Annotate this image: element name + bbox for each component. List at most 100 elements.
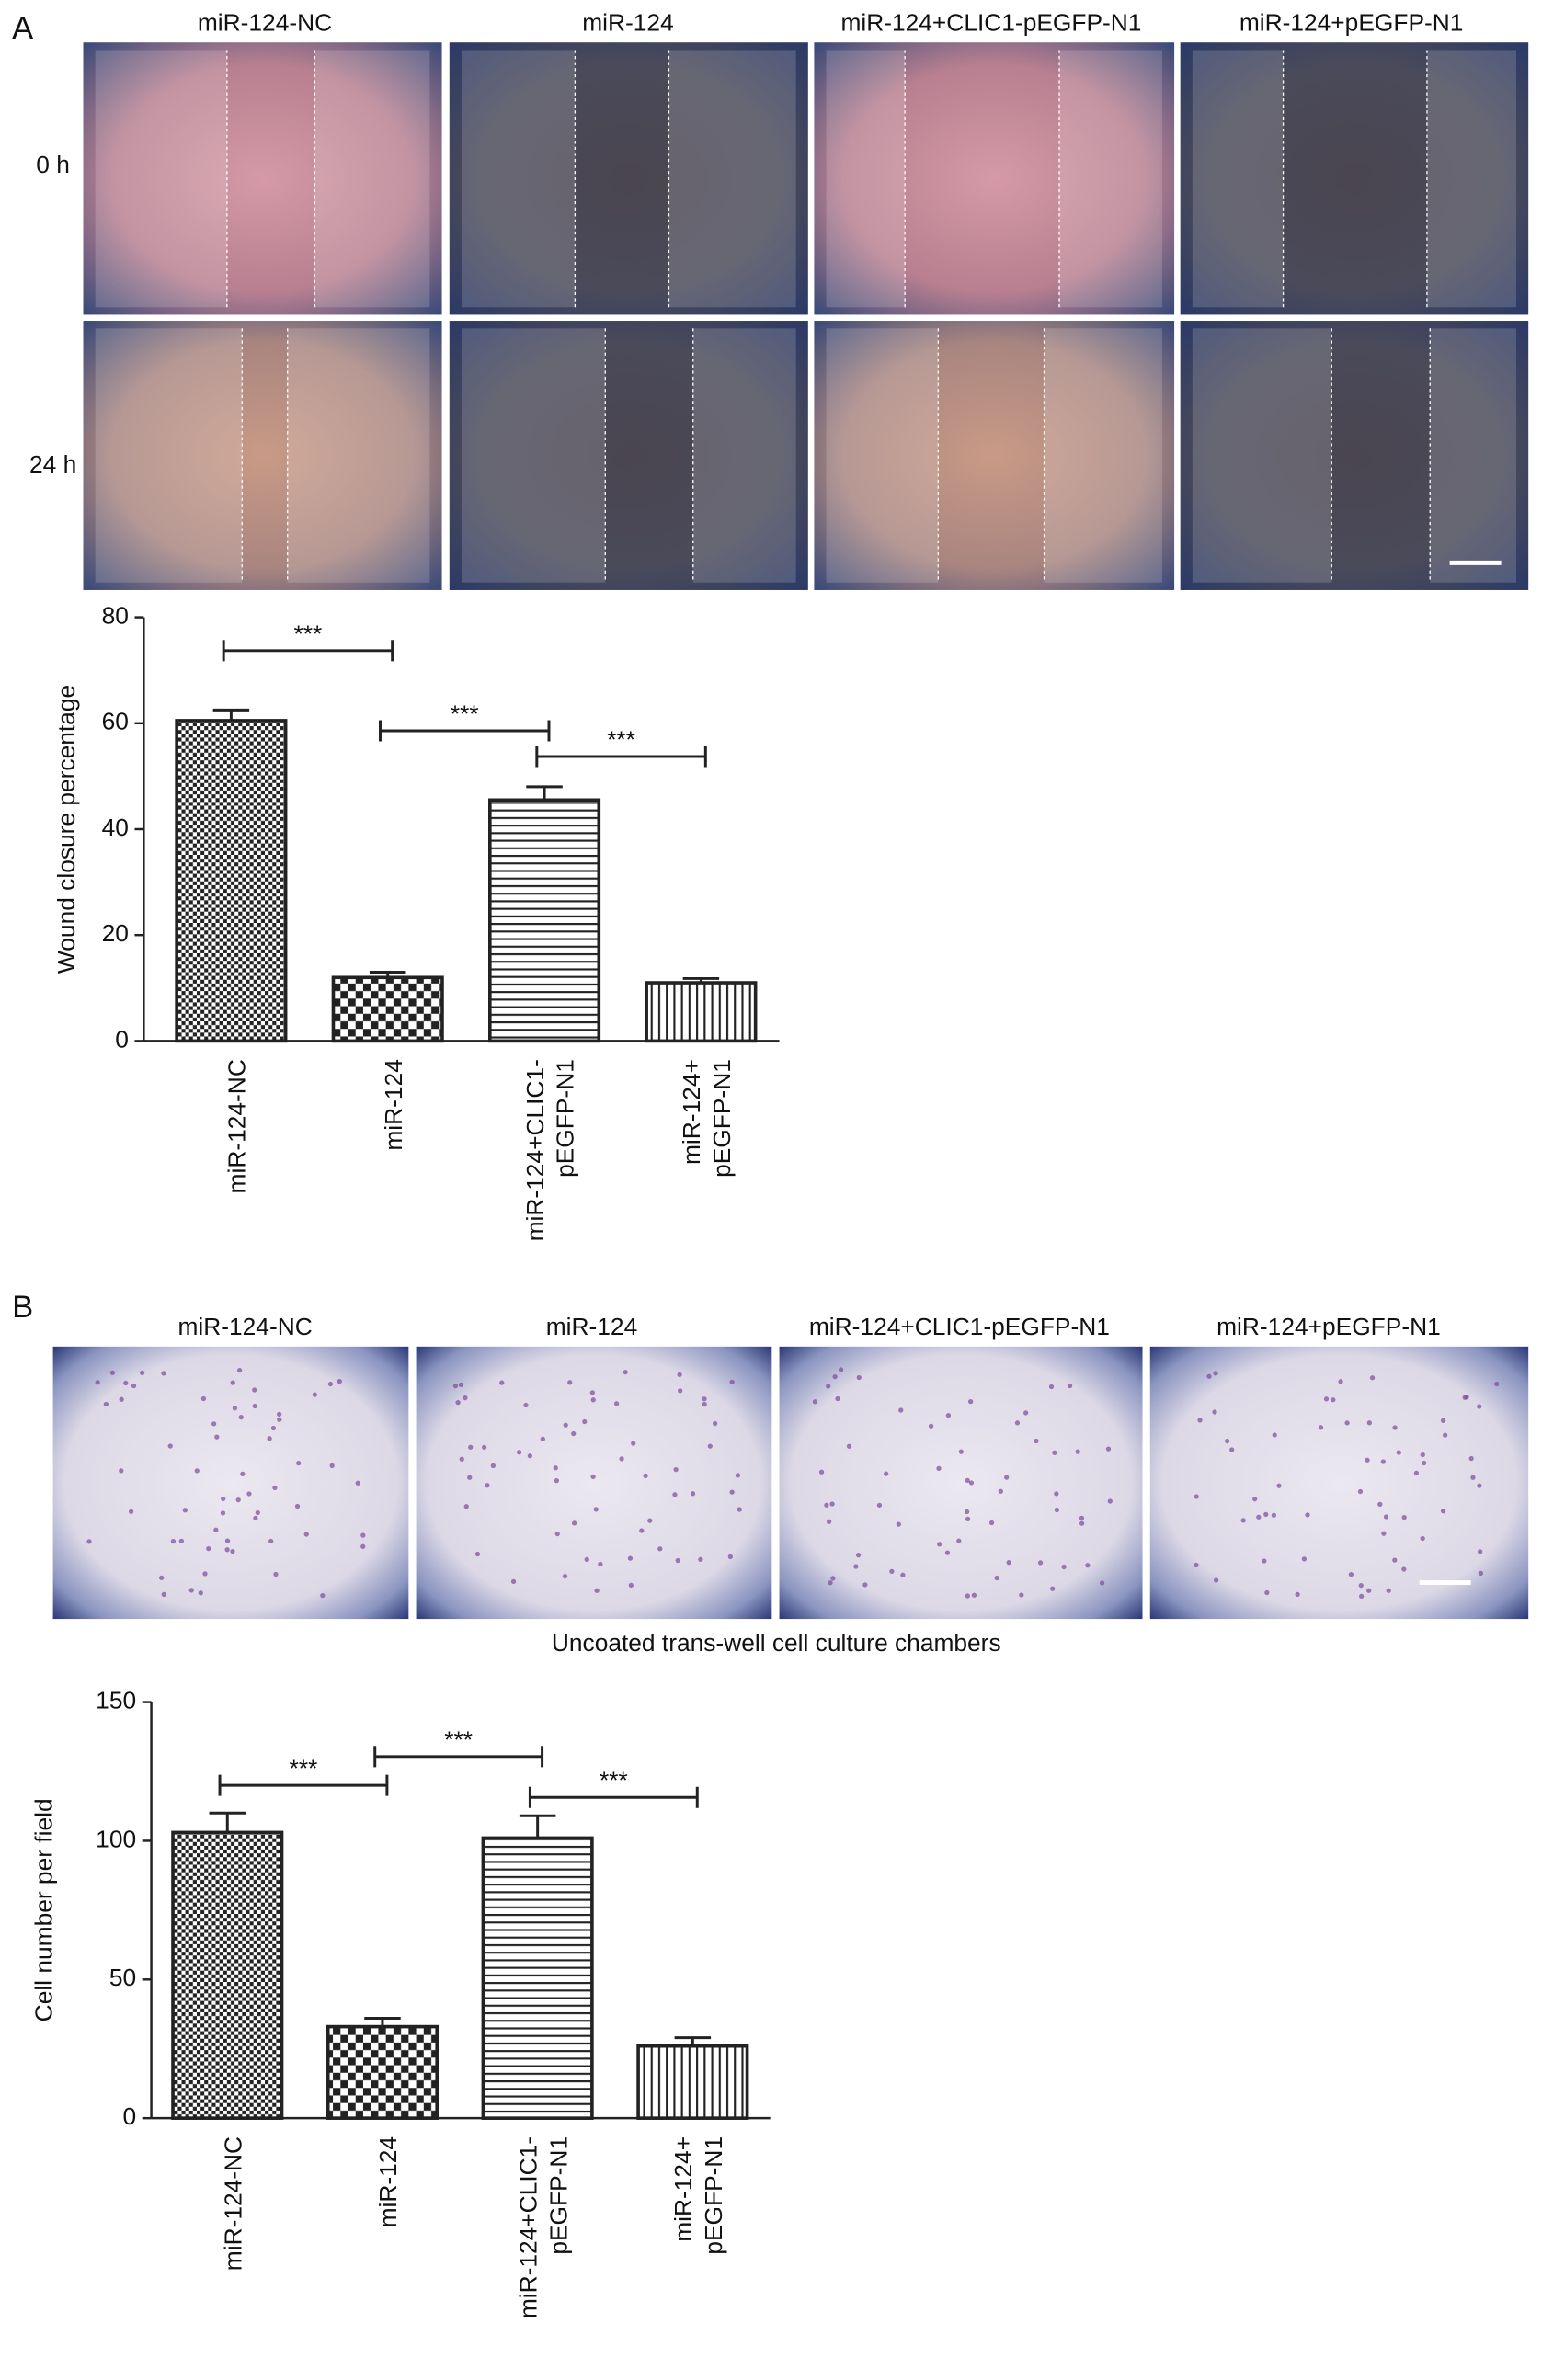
- stained-cell: [213, 1527, 219, 1532]
- stained-cell: [1381, 1531, 1387, 1536]
- stained-cell: [452, 1384, 459, 1389]
- stained-cell: [1477, 1483, 1482, 1488]
- panel-label: B: [12, 1290, 33, 1325]
- x-tick-label: miR-124-NC: [219, 2136, 246, 2271]
- stained-cell: [937, 1542, 942, 1547]
- stained-cell: [590, 1397, 596, 1403]
- stained-cell: [1019, 1592, 1024, 1598]
- stained-cell: [1213, 1577, 1219, 1583]
- stained-cell: [853, 1564, 859, 1569]
- stained-cell: [1383, 1514, 1389, 1520]
- stained-cell: [673, 1467, 679, 1473]
- stained-cell: [327, 1381, 334, 1387]
- stained-cell: [458, 1382, 464, 1388]
- stained-cell: [1366, 1588, 1372, 1593]
- stained-cell: [818, 1469, 825, 1475]
- x-tick-label: miR-124: [380, 1059, 407, 1151]
- stained-cell: [268, 1538, 274, 1544]
- stained-cell: [220, 1510, 226, 1516]
- cell-layer: [1059, 50, 1162, 308]
- stained-cell: [1099, 1580, 1105, 1586]
- stained-cell: [198, 1590, 203, 1596]
- significance-label: ***: [600, 1767, 628, 1794]
- stained-cell: [1105, 1446, 1112, 1452]
- stained-cell: [675, 1557, 680, 1564]
- stained-cell: [628, 1582, 634, 1589]
- stained-cell: [1462, 1395, 1468, 1400]
- stained-cell: [224, 1538, 231, 1543]
- y-tick-label: 40: [102, 814, 129, 841]
- stained-cell: [1213, 1371, 1218, 1376]
- stained-cell: [1050, 1586, 1056, 1591]
- bar: [645, 981, 758, 1043]
- stained-cell: [657, 1546, 663, 1552]
- stained-cell: [898, 1407, 904, 1413]
- stained-cell: [459, 1456, 464, 1462]
- stained-cell: [1440, 1509, 1446, 1514]
- stained-cell: [812, 1399, 818, 1405]
- stained-cell: [707, 1443, 713, 1449]
- x-tick-label: miR-124+CLIC1-: [514, 2136, 542, 2318]
- cell-layer: [287, 328, 430, 583]
- row-label: 0 h: [36, 151, 70, 178]
- significance-label: ***: [294, 620, 323, 647]
- column-label: miR-124: [582, 8, 674, 36]
- stained-cell: [729, 1489, 735, 1495]
- stained-cell: [119, 1396, 124, 1402]
- stained-cell: [206, 1546, 211, 1552]
- micrograph: [52, 1346, 409, 1620]
- stained-cell: [838, 1367, 844, 1372]
- stained-cell: [236, 1367, 243, 1373]
- stained-cell: [1079, 1520, 1085, 1526]
- stained-cell: [510, 1578, 517, 1585]
- y-tick-label: 20: [102, 919, 129, 947]
- stained-cell: [563, 1422, 568, 1428]
- stained-cell: [862, 1582, 868, 1588]
- cell-layer: [95, 328, 243, 583]
- bar: [326, 2024, 440, 2120]
- stained-cell: [273, 1571, 279, 1577]
- stained-cell: [161, 1371, 166, 1376]
- column-label: miR-124+CLIC1-pEGFP-N1: [809, 1313, 1110, 1340]
- stained-cell: [965, 1593, 971, 1599]
- stained-cell: [474, 1551, 481, 1557]
- stained-cell: [826, 1384, 831, 1389]
- stained-cell: [140, 1370, 145, 1376]
- stained-cell: [971, 1592, 977, 1598]
- stained-cell: [1357, 1488, 1364, 1495]
- stained-cell: [965, 1516, 971, 1522]
- stained-cell: [554, 1531, 560, 1537]
- stained-cell: [830, 1576, 836, 1581]
- stained-cell: [170, 1538, 177, 1544]
- stained-cell: [1079, 1515, 1085, 1520]
- micrographs: [52, 42, 1529, 1620]
- stained-cell: [1344, 1420, 1350, 1426]
- stained-cell: [1478, 1549, 1483, 1554]
- stained-cell: [998, 1488, 1003, 1494]
- stained-cell: [944, 1550, 951, 1555]
- stained-cell: [1422, 1460, 1427, 1466]
- stained-cell: [623, 1369, 628, 1375]
- stained-cell: [735, 1473, 741, 1478]
- stained-cell: [178, 1538, 184, 1544]
- stained-cell: [499, 1380, 505, 1385]
- stained-cell: [1052, 1450, 1057, 1455]
- stained-cell: [194, 1468, 200, 1474]
- cell-layer: [461, 50, 576, 308]
- x-tick-label: miR-124+CLIC1-: [521, 1059, 549, 1241]
- stained-cell: [988, 1520, 995, 1526]
- stained-cell: [613, 1401, 620, 1406]
- significance-bracket: [528, 1786, 699, 1808]
- stained-cell: [1396, 1450, 1401, 1455]
- stained-cell: [967, 1399, 974, 1405]
- stained-cell: [1206, 1373, 1212, 1379]
- stained-cell: [1442, 1432, 1448, 1438]
- stained-cell: [1037, 1560, 1044, 1566]
- stained-cell: [567, 1380, 573, 1385]
- stained-cell: [109, 1370, 115, 1375]
- stained-cell: [202, 1571, 208, 1577]
- stained-cell: [123, 1380, 129, 1386]
- stained-cell: [1369, 1375, 1376, 1381]
- stained-cell: [1264, 1589, 1270, 1596]
- stained-cell: [1061, 1564, 1067, 1570]
